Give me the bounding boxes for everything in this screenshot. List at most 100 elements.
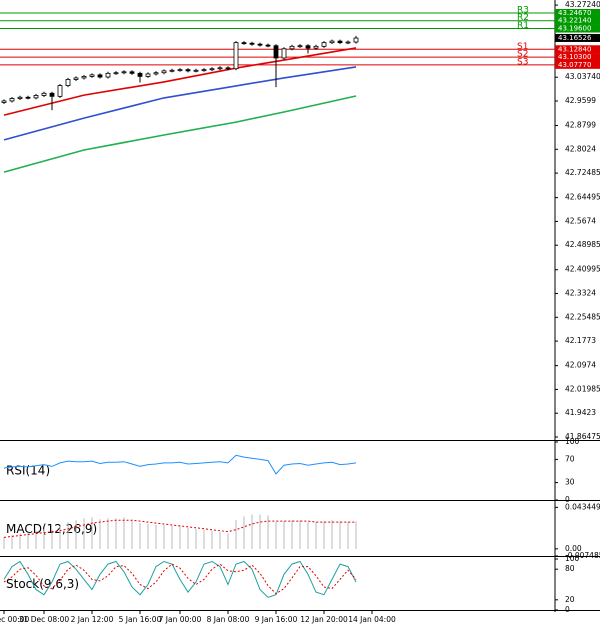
y-tick-label: 42.25485 [565,312,600,321]
candle-body [25,96,31,99]
histogram-bar [283,521,285,549]
moving-average [3,95,357,173]
histogram-bar [107,518,109,549]
candle-body [137,72,143,77]
x-tick-label: 5 Jan 16:00 [119,615,162,624]
level-name: R1 [517,21,529,31]
candle-body [329,40,335,44]
candle-body [201,69,207,72]
candle-body [105,72,111,78]
y-tick-label: 42.1773 [565,336,596,345]
candle-body [297,45,303,48]
indicator-line [3,519,356,538]
y-tick-label: 41.86475 [565,432,600,441]
histogram-bar [75,520,77,549]
candle-body [233,42,239,70]
histogram-bar [227,533,229,549]
y-tick-label: 42.72485 [565,168,600,177]
histogram-bar [3,537,5,549]
candle-body [321,42,327,47]
histogram-bar [67,522,69,549]
histogram-bar [347,522,349,549]
x-tick-label: 8 Jan 08:00 [207,615,250,624]
candle-body [17,96,23,99]
level-name: R2 [517,13,529,23]
candle-body [65,79,71,87]
panel-title: RSI(14) [6,464,50,478]
x-tick-label: 9 Jan 16:00 [255,615,298,624]
candle-body [9,98,15,102]
candle-body [169,69,175,72]
y-tick-label: 0.00 [565,544,582,553]
y-tick-label: 42.3324 [565,289,596,298]
level-price: 43.19600 [558,25,591,33]
candle-body [249,42,255,45]
level-price-box [555,16,600,25]
histogram-bar [19,533,21,549]
candle-body [193,69,199,72]
y-tick-label: 20 [565,595,575,604]
histogram-bar [235,520,237,549]
histogram-bar [291,520,293,549]
moving-average [3,47,357,116]
histogram-bar [59,525,61,549]
histogram-bar [139,523,141,549]
candle-body [161,70,167,74]
candle-body [97,74,103,78]
histogram-bar [315,522,317,549]
histogram-bar [243,516,245,549]
level-price: 43.12840 [558,45,591,53]
candle-body [289,45,295,50]
last-price-box [555,33,600,42]
panel-title: Stock(9,6,3) [6,577,79,591]
y-tick-label: 43.27240 [565,0,600,9]
level-price-box [555,24,600,33]
level-price-box [555,8,600,17]
x-tick-label: 14 Jan 04:00 [348,615,396,624]
level-price: 43.22140 [558,17,591,25]
histogram-bar [267,515,269,549]
histogram-bar [299,520,301,549]
histogram-bar [171,525,173,549]
histogram-bar [131,520,133,549]
histogram-bar [115,518,117,549]
y-tick-label: 42.01985 [565,384,600,393]
candle-body [113,72,119,75]
y-tick-label: 43.03740 [565,72,600,81]
candle-body [209,68,215,71]
y-tick-label: 42.8024 [565,144,596,153]
candle-body [41,92,47,96]
candle-body [337,40,343,44]
histogram-bar [187,527,189,549]
histogram-bar [203,529,205,549]
candle-body [1,100,7,103]
last-price: 43.16526 [558,34,592,42]
histogram-bar [163,524,165,549]
candle-body [305,45,311,49]
candle-body [345,41,351,44]
y-tick-label: 70 [565,454,575,463]
candle-body [225,67,231,70]
histogram-bar [307,522,309,549]
level-name: R3 [517,5,529,15]
histogram-bar [91,517,93,549]
histogram-bar [99,519,101,549]
candle-body [273,45,279,59]
histogram-bar [219,531,221,549]
x-tick-label: 12 Jan 20:00 [300,615,348,624]
panel-title: MACD(12,26,9) [6,522,97,536]
y-tick-label: 0.043449 [565,502,600,511]
candle-body [265,44,271,47]
y-tick-label: 42.8799 [565,121,596,130]
candle-body [177,69,183,72]
y-tick-label: 0 [565,605,570,614]
level-price-box [555,60,600,69]
level-name: S2 [517,50,528,60]
candle-body [49,92,55,97]
histogram-bar [155,524,157,549]
candle-body [217,67,223,70]
candle-body [153,72,159,75]
y-tick-label: -0.007485 [565,551,600,560]
histogram-bar [195,528,197,549]
